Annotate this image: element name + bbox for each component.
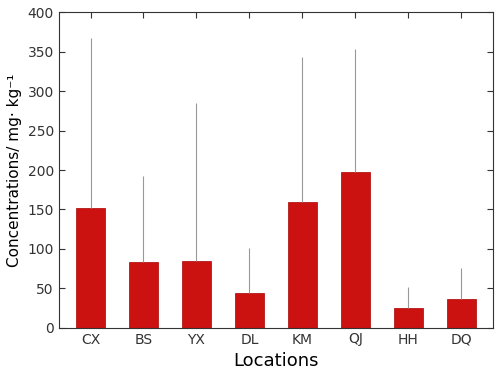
Bar: [288, 202, 317, 328]
Bar: [76, 208, 105, 328]
Bar: [182, 261, 211, 328]
Y-axis label: Concentrations/ mg· kg⁻¹: Concentrations/ mg· kg⁻¹: [7, 74, 22, 267]
Bar: [446, 299, 476, 328]
Bar: [341, 172, 370, 328]
X-axis label: Locations: Locations: [233, 352, 318, 370]
Bar: [394, 308, 423, 328]
Bar: [129, 262, 158, 328]
Bar: [235, 293, 264, 328]
